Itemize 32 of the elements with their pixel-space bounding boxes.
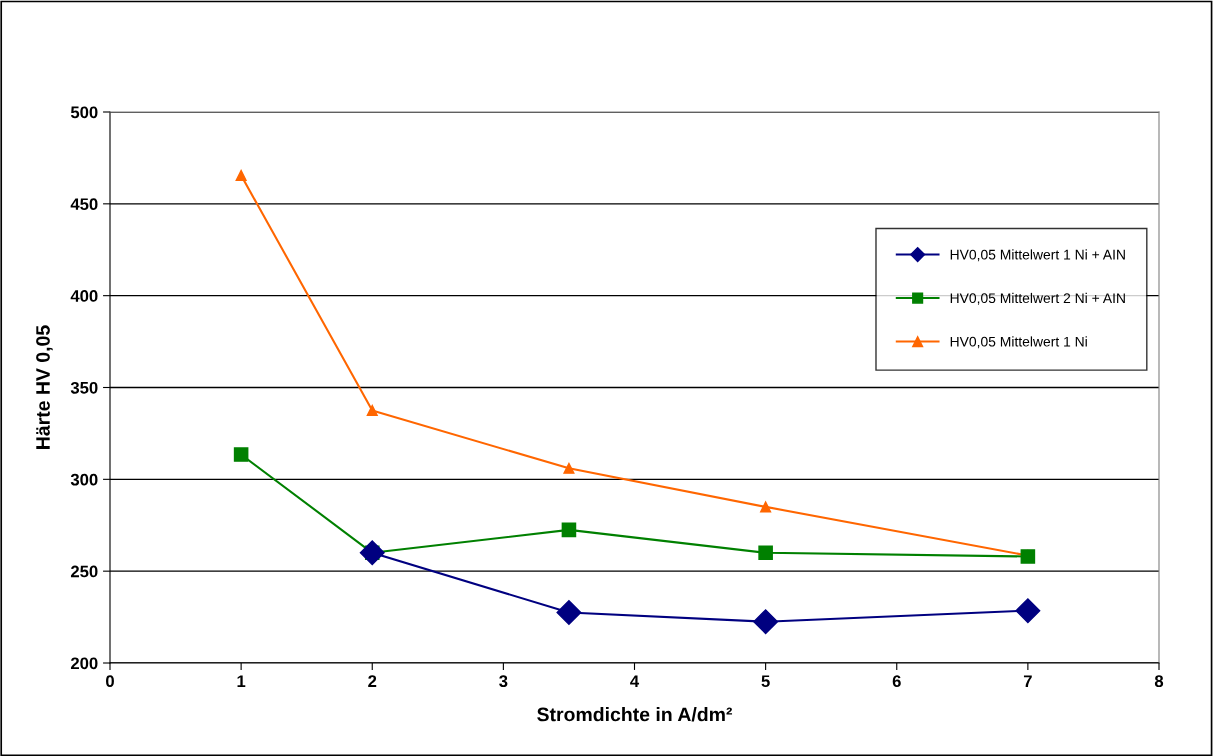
x-tick-label: 0 — [106, 675, 114, 688]
y-tick-label: 300 — [70, 473, 98, 486]
y-tick-label: 350 — [70, 381, 98, 394]
x-tick-label: 8 — [1154, 675, 1164, 688]
y-tick-label: 450 — [70, 198, 98, 211]
point — [359, 540, 385, 566]
x-tick-label: 1 — [237, 675, 246, 687]
point — [235, 169, 247, 181]
x-tick-label: 7 — [1023, 675, 1032, 687]
y-tick-label: 500 — [70, 106, 98, 119]
x-axis-title: Stromdichte in A/dm² — [537, 707, 733, 722]
point — [366, 404, 378, 417]
point — [561, 522, 577, 538]
point — [556, 600, 582, 625]
y-tick-label: 250 — [70, 565, 98, 578]
x-tick-label: 5 — [761, 675, 770, 688]
point — [753, 609, 779, 635]
y-tick-label: 200 — [70, 657, 98, 670]
x-tick-label: 6 — [892, 675, 901, 688]
point — [760, 501, 772, 513]
point — [563, 462, 575, 474]
point — [1015, 598, 1041, 624]
point — [758, 545, 773, 561]
x-tick-label: 2 — [368, 675, 377, 687]
y-axis-title: Härte HV 0,05 — [36, 325, 53, 449]
x-tick-label: 3 — [499, 675, 508, 688]
point — [233, 447, 249, 462]
x-tick-label: 4 — [630, 675, 640, 687]
legend-label: HV0,05 Mittelwert 1 Ni + AIN — [950, 249, 1125, 262]
y-tick-label: 400 — [70, 290, 98, 302]
legend-label: HV0,05 Mittelwert 2 Ni + AIN — [950, 292, 1125, 305]
legend-label: HV0,05 Mittelwert 1 Ni — [950, 336, 1087, 349]
